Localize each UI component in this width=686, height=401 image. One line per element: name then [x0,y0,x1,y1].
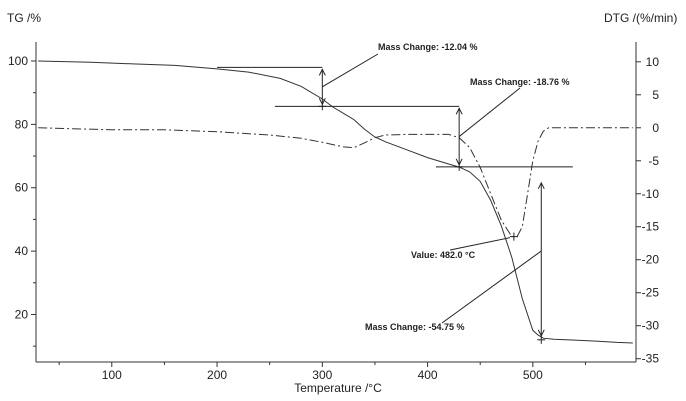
right-tick-label: -20 [642,253,660,267]
right-tick-label: 10 [646,55,660,69]
right-tick-label: 0 [652,121,659,135]
right-tick-label: 5 [652,88,659,102]
left-tick-label: 80 [15,117,29,131]
x-tick-label: 100 [102,368,122,382]
peak-value-label: Value: 482.0 °C [411,250,476,260]
x-tick-label: 300 [312,368,332,382]
left-tick-label: 40 [15,244,29,258]
left-axis-title: TG /% [7,11,41,25]
mass-change-3-label: Mass Change: -54.75 % [365,322,465,332]
right-axis-title: DTG /(%/min) [604,11,677,25]
right-tick-label: -10 [642,187,660,201]
left-tick-label: 100 [8,54,28,68]
right-tick-label: -35 [642,352,660,366]
right-tick-label: -5 [648,154,659,168]
right-tick-label: -30 [642,319,660,333]
left-tick-label: 60 [15,181,29,195]
x-tick-label: 400 [418,368,438,382]
mass-change-2-label: Mass Change: -18.76 % [470,77,570,87]
right-tick-label: -25 [642,286,660,300]
mass-change-1-label: Mass Change: -12.04 % [378,42,478,52]
x-tick-label: 200 [207,368,227,382]
x-axis-title: Temperature /°C [294,381,382,395]
right-tick-label: -15 [642,220,660,234]
left-tick-label: 20 [15,307,29,321]
x-tick-label: 500 [523,368,543,382]
